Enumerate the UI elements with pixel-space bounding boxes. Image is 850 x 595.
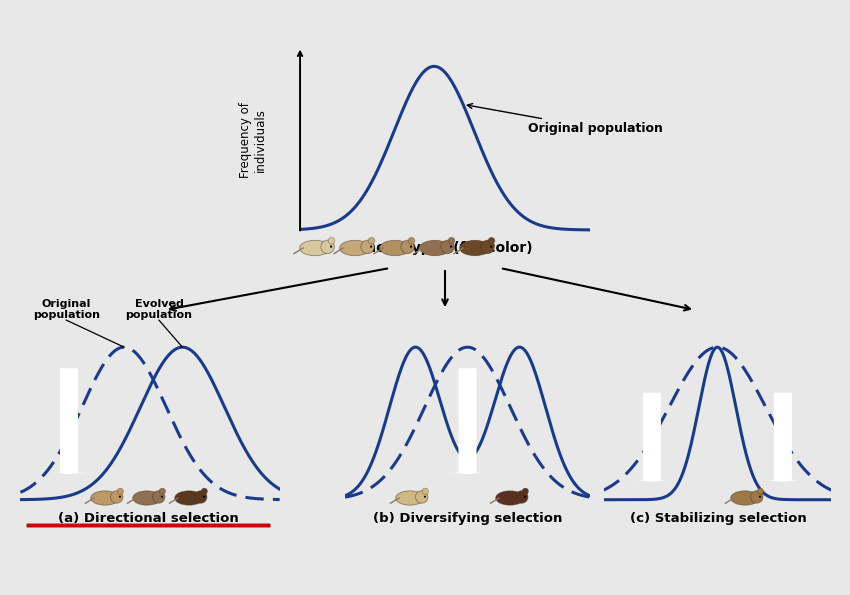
Circle shape xyxy=(328,237,335,244)
Circle shape xyxy=(441,240,454,253)
Circle shape xyxy=(488,237,495,244)
Text: Original
population: Original population xyxy=(33,299,99,320)
Ellipse shape xyxy=(460,240,490,256)
Text: (b) Diversifying selection: (b) Diversifying selection xyxy=(373,512,562,525)
Circle shape xyxy=(203,496,205,498)
Text: Evolved
population: Evolved population xyxy=(126,299,192,320)
Circle shape xyxy=(751,491,763,503)
Circle shape xyxy=(401,240,414,253)
Circle shape xyxy=(321,240,334,253)
Text: Original population: Original population xyxy=(468,104,663,135)
Circle shape xyxy=(515,491,528,503)
Circle shape xyxy=(152,491,165,503)
Circle shape xyxy=(195,491,207,503)
Circle shape xyxy=(408,237,415,244)
Ellipse shape xyxy=(133,491,162,505)
Circle shape xyxy=(490,246,492,248)
Circle shape xyxy=(448,237,455,244)
Circle shape xyxy=(450,246,452,248)
Ellipse shape xyxy=(299,240,331,256)
Ellipse shape xyxy=(380,240,411,256)
Ellipse shape xyxy=(396,491,424,505)
Circle shape xyxy=(416,491,428,503)
Circle shape xyxy=(522,488,529,494)
Circle shape xyxy=(370,246,372,248)
Circle shape xyxy=(481,240,495,253)
Circle shape xyxy=(759,496,761,498)
Ellipse shape xyxy=(496,491,524,505)
Circle shape xyxy=(201,488,207,494)
Circle shape xyxy=(368,237,375,244)
Circle shape xyxy=(422,488,428,494)
Circle shape xyxy=(161,496,163,498)
Text: (c) Stabilizing selection: (c) Stabilizing selection xyxy=(630,512,807,525)
Text: Phenotypes (fur color): Phenotypes (fur color) xyxy=(356,241,533,255)
Circle shape xyxy=(424,496,426,498)
Circle shape xyxy=(159,488,166,494)
Text: Frequency of
individuals: Frequency of individuals xyxy=(239,102,267,178)
Ellipse shape xyxy=(91,491,119,505)
Circle shape xyxy=(110,491,123,503)
Circle shape xyxy=(330,246,332,248)
Ellipse shape xyxy=(731,491,759,505)
Ellipse shape xyxy=(175,491,203,505)
Ellipse shape xyxy=(420,240,450,256)
Circle shape xyxy=(119,496,121,498)
Circle shape xyxy=(410,246,412,248)
Circle shape xyxy=(361,240,374,253)
Circle shape xyxy=(117,488,123,494)
Ellipse shape xyxy=(340,240,371,256)
Circle shape xyxy=(524,496,526,498)
Text: (a) Directional selection: (a) Directional selection xyxy=(59,512,239,525)
Circle shape xyxy=(757,488,763,494)
